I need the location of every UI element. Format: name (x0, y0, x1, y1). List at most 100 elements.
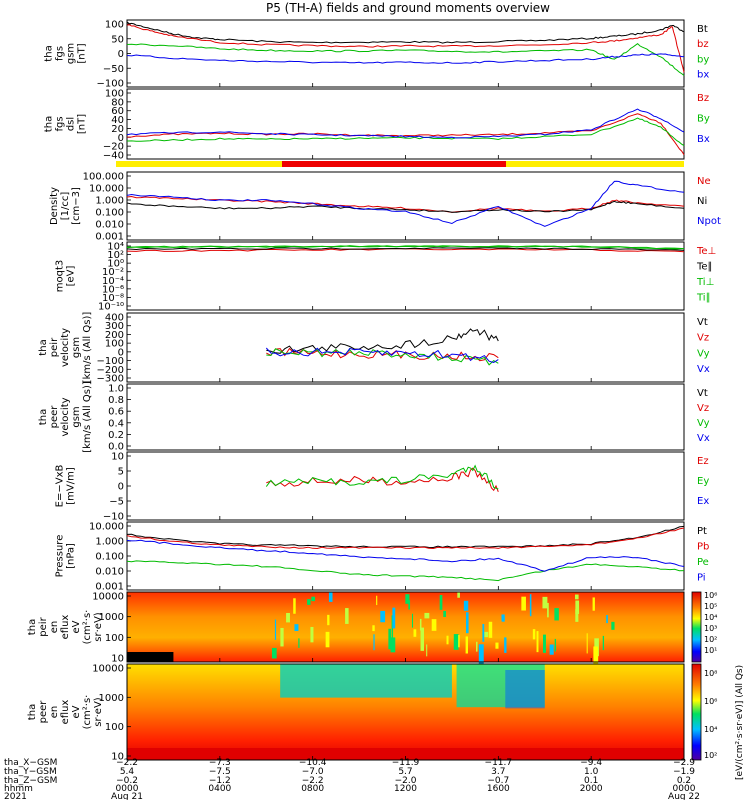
colorbar: 10⁶ 10⁵ 10⁴ 10³ 10² 10¹ 10⁸ 10⁶ 10⁴ 10² … (691, 591, 745, 780)
spectrogram-cell (554, 638, 557, 652)
spectrogram-cell (413, 629, 417, 637)
spectrogram-cell (465, 636, 469, 654)
series-line-bz (126, 24, 685, 73)
x-tick-label: −2.2 (302, 776, 324, 786)
spectrogram-cell (606, 615, 608, 624)
spectrogram-cell (443, 610, 447, 617)
colorbar-tick: 10¹ (704, 646, 717, 655)
panel-peer_eflux: 10000 1000 100 10 tha peer en eflux eV (cm²·s· sr·… (27, 663, 685, 763)
y-tick-label: 10⁻² (102, 267, 124, 278)
y-tick-label: 0 (118, 347, 124, 358)
y-tick-label: 20 (111, 124, 124, 135)
panel-peer_velocity: 1.00.80.60.40.20.0 tha peer velocity gsm [km/… (38, 381, 710, 453)
spectrogram-band (280, 664, 452, 698)
x-row-label: tha_Z−GSM (4, 776, 57, 786)
y-axis-label: fgs (55, 46, 66, 61)
x-tick-label: 1.0 (584, 767, 599, 777)
x-tick-label: −2.0 (395, 776, 417, 786)
colorbar-tick: 10² (704, 635, 717, 644)
x-tick-label: −2.9 (673, 758, 695, 768)
y-tick-label: 100.000 (83, 172, 124, 183)
x-tick-label: −0.2 (116, 776, 138, 786)
y-axis-label: [mV/m] (66, 467, 77, 505)
series-line-Pi (126, 539, 685, 572)
panel-frame (126, 88, 685, 160)
y-tick-label: 0.100 (95, 208, 124, 219)
x-tick-label: 0000 (116, 784, 139, 794)
y-tick-label: −100 (97, 356, 124, 367)
series-line-Vx (265, 347, 499, 364)
y-axis-label: [nT] (77, 43, 88, 63)
legend-entry: Bz (697, 93, 709, 104)
y-tick-label: 0 (118, 482, 124, 493)
y-axis-label: sr·eV) (93, 612, 104, 641)
series-line-Vt (266, 328, 499, 354)
series-line-Bx (126, 108, 685, 139)
spectrogram-cell (426, 644, 428, 657)
spectrogram-cell (547, 602, 549, 618)
spectrogram-band (505, 670, 545, 709)
spectrogram-cell (388, 628, 391, 650)
y-axis-label: velocity (60, 397, 71, 436)
spectrogram-cell (457, 592, 460, 598)
spectrogram-cell (495, 642, 499, 649)
y-tick-label: 10⁻⁴ (102, 276, 124, 287)
y-axis-label: peir (38, 616, 49, 636)
y-tick-label: −100 (97, 79, 124, 90)
spectrogram-cell (593, 646, 599, 667)
y-tick-label: −5 (109, 497, 124, 508)
y-tick-label: 0.010 (95, 567, 124, 578)
y-tick-label: −20 (103, 142, 124, 153)
legend-entry: Vx (697, 433, 710, 444)
y-tick-label: 0.4 (108, 418, 124, 429)
y-axis-label: moqt3 (55, 260, 66, 293)
spectrogram-cell (542, 634, 546, 653)
legend-entry: Vx (697, 364, 710, 375)
spectrogram-cell (424, 612, 430, 619)
y-axis-label: eV (71, 705, 82, 718)
y-tick-label: 0.2 (108, 430, 124, 441)
x-tick-label: −7.5 (209, 767, 231, 777)
x-tick-label: 5.7 (398, 767, 412, 777)
spectrogram-cell (458, 634, 460, 648)
spectrogram-cell (420, 627, 424, 651)
legend-entry: Ex (697, 496, 709, 507)
spectrogram-cell (411, 613, 414, 628)
series-line-Ey (265, 464, 499, 490)
x-tick-label: −0.7 (487, 776, 509, 786)
y-tick-label: 10⁴ (107, 242, 124, 253)
y-tick-label: 1.000 (95, 537, 124, 548)
y-axis-label: velocity (60, 328, 71, 367)
y-tick-label: 100 (105, 89, 124, 100)
y-axis-label: Density (49, 187, 60, 225)
y-tick-label: −10 (103, 512, 124, 523)
x-tick-label: −9.4 (580, 758, 602, 768)
y-tick-label: 0.8 (108, 395, 124, 406)
colorbar-tick: 10⁶ (704, 591, 717, 600)
x-date-label: Aug 22 (668, 792, 700, 800)
y-tick-label: 5 (118, 467, 124, 478)
legend-entry: Ez (697, 456, 709, 467)
y-axis-label: [nT] (77, 114, 88, 134)
y-axis-label: en (49, 706, 60, 719)
panel-frame (126, 312, 685, 383)
spectrogram-cell (521, 596, 526, 611)
legend-entry: Vz (697, 333, 709, 344)
series-line-by (126, 43, 685, 76)
y-axis-label: (cm²·s· (82, 695, 93, 730)
series-line-Ni (126, 200, 685, 213)
spectrogram-cell (127, 652, 174, 662)
y-axis-label: sr·eV) (93, 697, 104, 726)
mode-bar (116, 161, 684, 167)
spectrogram-cell (280, 627, 284, 647)
legend-entry: By (697, 114, 710, 125)
y-axis-label: [nPa] (66, 543, 77, 569)
x-tick-label: −1.2 (209, 776, 231, 786)
spectrogram-band (127, 748, 684, 760)
y-tick-label: −300 (97, 374, 124, 385)
x-tick-label: 0000 (673, 784, 696, 794)
legend-entry: bx (697, 70, 709, 81)
y-tick-label: 50 (111, 34, 124, 45)
y-tick-label: 200 (105, 330, 124, 341)
spectrogram-cell (328, 592, 333, 602)
